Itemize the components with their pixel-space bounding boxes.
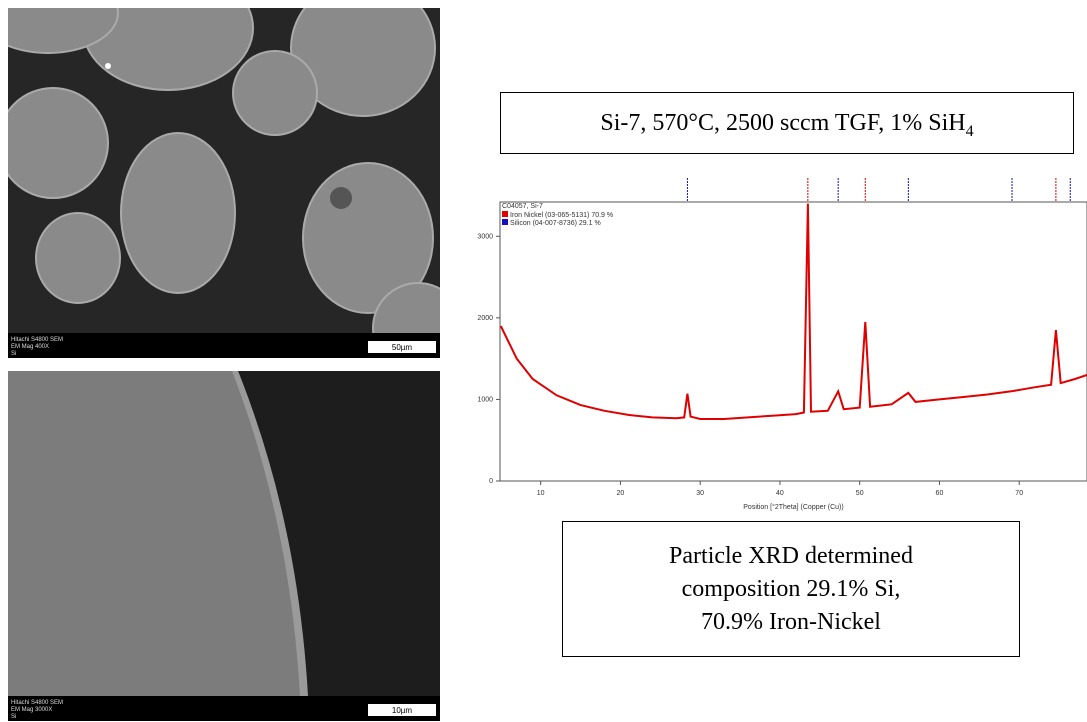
x-tick-label: 70: [1015, 490, 1023, 497]
x-tick-label: 10: [537, 490, 545, 497]
sem-label: Hitachi S4800 SEM: [11, 337, 63, 343]
caption-line: composition 29.1% Si,: [681, 575, 901, 602]
x-tick-label: 60: [936, 490, 944, 497]
legend-label: Silicon (04-007-8736) 29.1 %: [510, 220, 601, 227]
y-tick-label: 2000: [477, 315, 493, 322]
sem-label: EM Mag 3000X: [11, 707, 52, 713]
scale-bar: 10µm: [392, 706, 413, 715]
sem-label: Si: [11, 714, 16, 720]
y-tick-label: 3000: [477, 233, 493, 240]
x-tick-label: 30: [696, 490, 704, 497]
y-tick-label: 1000: [477, 396, 493, 403]
scale-bar: 50µm: [392, 343, 413, 352]
caption-subscript: 4: [965, 122, 974, 140]
bottom-caption: Particle XRD determined composition 29.1…: [562, 521, 1020, 657]
top-caption: Si-7, 570°C, 2500 sccm TGF, 1% SiH4: [500, 92, 1074, 154]
xrd-profile: [499, 203, 1087, 420]
sem-label: Si: [11, 351, 16, 357]
x-tick-label: 20: [617, 490, 625, 497]
caption-text: Si-7, 570°C, 2500 sccm TGF, 1% SiH: [600, 110, 966, 136]
caption-line: Particle XRD determined: [669, 542, 913, 569]
x-axis-label: Position [°2Theta] (Copper (Cu)): [743, 503, 843, 511]
sem-image: Hitachi S4800 SEM EM Mag 400X Si 50µm: [8, 8, 440, 358]
caption-line: 70.9% Iron-Nickel: [701, 608, 881, 635]
legend-swatch: [502, 219, 508, 225]
sem-label: Hitachi S4800 SEM: [11, 700, 63, 706]
xrd-chart: 0 1000 2000 3000 10 20 30 40 50 60 70 Position [°2T…: [477, 178, 1087, 511]
sem-image: Hitachi S4800 SEM EM Mag 3000X Si 10µm: [8, 371, 440, 721]
x-tick-label: 50: [856, 490, 864, 497]
legend-swatch: [502, 211, 508, 217]
legend-label: Iron Nickel (03-065-5131) 70.9 %: [510, 212, 613, 219]
sem-label: EM Mag 400X: [11, 344, 49, 350]
y-tick-label: 0: [489, 478, 493, 485]
plot-area: [499, 201, 1087, 482]
x-tick-label: 40: [776, 490, 784, 497]
chart-title: C04057, Si-7: [502, 203, 543, 210]
